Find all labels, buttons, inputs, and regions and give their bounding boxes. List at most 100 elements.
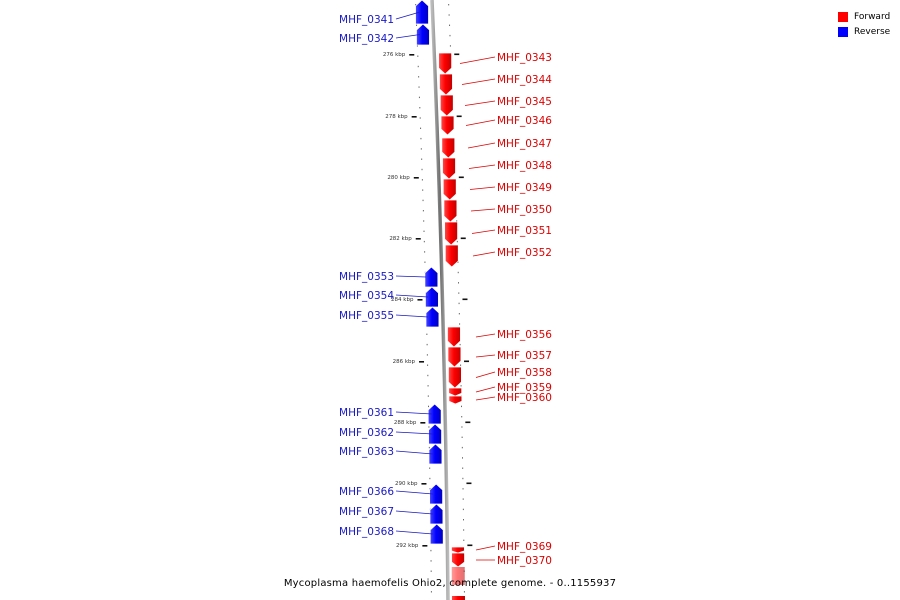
forward-swatch — [838, 11, 848, 22]
scale-tick-mark — [456, 115, 462, 118]
gene-label-mhf-0369[interactable]: MHF_0369 — [497, 541, 552, 553]
gene-label-mhf-0353[interactable]: MHF_0353 — [339, 271, 394, 283]
scale-tick-mark — [466, 482, 472, 485]
gene-arrow-mhf-0368[interactable] — [429, 523, 444, 545]
gene-arrow-partial[interactable] — [451, 596, 465, 600]
gene-leader-line — [395, 431, 434, 435]
gene-label-mhf-0366[interactable]: MHF_0366 — [339, 486, 394, 498]
gene-label-mhf-0354[interactable]: MHF_0354 — [339, 290, 394, 302]
gene-label-mhf-0352[interactable]: MHF_0352 — [497, 247, 552, 259]
scale-tick-label: 290 kbp — [395, 481, 418, 487]
gene-arrow-mhf-0349[interactable] — [442, 178, 457, 201]
gene-arrow-mhf-0369[interactable] — [451, 546, 465, 554]
gene-arrow-partial[interactable] — [451, 567, 465, 585]
gene-label-mhf-0355[interactable]: MHF_0355 — [339, 310, 394, 322]
gene-label-mhf-0368[interactable]: MHF_0368 — [339, 526, 394, 538]
scale-tick-label: 286 kbp — [393, 359, 416, 365]
gene-arrow-mhf-0344[interactable] — [439, 73, 453, 96]
gene-label-mhf-0346[interactable]: MHF_0346 — [497, 115, 552, 127]
gene-arrow-mhf-0356[interactable] — [447, 326, 461, 348]
gene-label-mhf-0351[interactable]: MHF_0351 — [497, 225, 552, 237]
gene-label-mhf-0361[interactable]: MHF_0361 — [339, 407, 394, 419]
genome-caption: Mycoplasma haemofelis Ohio2, complete ge… — [283, 578, 617, 589]
scale-tick-mark — [417, 299, 423, 301]
gene-arrow-mhf-0355[interactable] — [425, 306, 440, 328]
gene-arrow-mhf-0348[interactable] — [442, 157, 456, 180]
gene-arrow-mhf-0343[interactable] — [438, 52, 453, 75]
gene-leader-line — [475, 371, 496, 378]
gene-arrow-mhf-0347[interactable] — [441, 137, 456, 159]
gene-label-mhf-0360[interactable]: MHF_0360 — [497, 392, 552, 404]
scale-tick-label: 284 kbp — [391, 297, 414, 303]
legend-item-forward[interactable]: Forward — [838, 9, 900, 24]
gene-leader-line — [461, 78, 496, 85]
gene-arrow-mhf-0357[interactable] — [447, 346, 462, 368]
scale-tick-mark — [411, 116, 417, 118]
gene-arrow-mhf-0341[interactable] — [415, 0, 429, 25]
gene-arrow-mhf-0363[interactable] — [428, 443, 443, 465]
gene-arrow-mhf-0352[interactable] — [444, 244, 459, 268]
gene-label-mhf-0367[interactable]: MHF_0367 — [339, 506, 394, 518]
gene-arrow-mhf-0362[interactable] — [428, 423, 442, 445]
gene-label-mhf-0362[interactable]: MHF_0362 — [339, 427, 394, 439]
reverse-swatch — [838, 26, 848, 37]
gene-label-mhf-0357[interactable]: MHF_0357 — [497, 350, 552, 362]
gene-label-mhf-0363[interactable]: MHF_0363 — [339, 446, 394, 458]
gene-arrow-mhf-0351[interactable] — [444, 221, 459, 246]
scale-tick-label: 282 kbp — [389, 236, 412, 242]
gene-label-mhf-0348[interactable]: MHF_0348 — [497, 160, 552, 172]
gene-leader-line — [395, 275, 427, 278]
scale-tick-label: 288 kbp — [394, 420, 417, 426]
scale-tick-mark — [409, 54, 415, 56]
legend-item-reverse[interactable]: Reverse — [838, 24, 900, 39]
gene-leader-line — [470, 208, 496, 212]
gene-label-mhf-0350[interactable]: MHF_0350 — [497, 204, 552, 216]
gene-leader-line — [468, 164, 496, 169]
gene-arrow-mhf-0359[interactable] — [448, 387, 463, 397]
gene-arrow-mhf-0367[interactable] — [429, 503, 444, 525]
gene-leader-line — [465, 119, 496, 126]
gene-leader-line — [395, 530, 434, 535]
scale-tick-label: 292 kbp — [396, 543, 419, 549]
gene-arrow-mhf-0350[interactable] — [443, 199, 458, 223]
gene-label-mhf-0358[interactable]: MHF_0358 — [497, 367, 552, 379]
gene-label-mhf-0356[interactable]: MHF_0356 — [497, 329, 552, 341]
gene-arrow-mhf-0353[interactable] — [424, 266, 439, 288]
gene-leader-line — [475, 545, 496, 551]
gene-leader-line — [395, 11, 421, 20]
scale-tick-mark — [460, 237, 466, 240]
gene-arrow-mhf-0370[interactable] — [451, 552, 465, 568]
gene-label-mhf-0341[interactable]: MHF_0341 — [339, 14, 394, 26]
scale-tick-mark — [413, 177, 419, 179]
gene-arrow-mhf-0360[interactable] — [448, 395, 463, 405]
gene-leader-line — [472, 251, 496, 257]
gene-arrow-mhf-0361[interactable] — [427, 403, 442, 425]
gene-label-mhf-0342[interactable]: MHF_0342 — [339, 33, 394, 45]
scale-tick-label: 280 kbp — [387, 175, 410, 181]
gene-label-mhf-0347[interactable]: MHF_0347 — [497, 138, 552, 150]
gene-label-mhf-0344[interactable]: MHF_0344 — [497, 74, 552, 86]
gene-label-mhf-0345[interactable]: MHF_0345 — [497, 96, 552, 108]
scale-tick-mark — [420, 422, 426, 424]
gene-arrow-mhf-0354[interactable] — [425, 286, 439, 308]
gene-leader-line — [459, 56, 496, 64]
scale-tick-mark — [465, 421, 471, 424]
gene-label-mhf-0359[interactable]: MHF_0359 — [497, 382, 552, 394]
gene-arrow-mhf-0342[interactable] — [416, 23, 430, 46]
genome-backbone — [430, 0, 450, 600]
gene-arrow-mhf-0346[interactable] — [440, 115, 455, 136]
gene-leader-line — [395, 314, 429, 318]
gene-leader-line — [395, 411, 433, 415]
scale-tick-mark — [464, 360, 470, 363]
gene-leader-line — [475, 333, 496, 338]
scale-tick-mark — [458, 176, 464, 179]
gene-arrow-mhf-0345[interactable] — [439, 94, 454, 117]
gene-arrow-mhf-0358[interactable] — [448, 366, 462, 389]
gene-label-mhf-0370[interactable]: MHF_0370 — [497, 555, 552, 567]
gene-leader-line — [469, 186, 496, 190]
gene-leader-line — [467, 142, 496, 149]
gene-label-mhf-0343[interactable]: MHF_0343 — [497, 52, 552, 64]
gene-arrow-mhf-0366[interactable] — [429, 483, 444, 505]
gene-label-mhf-0349[interactable]: MHF_0349 — [497, 182, 552, 194]
